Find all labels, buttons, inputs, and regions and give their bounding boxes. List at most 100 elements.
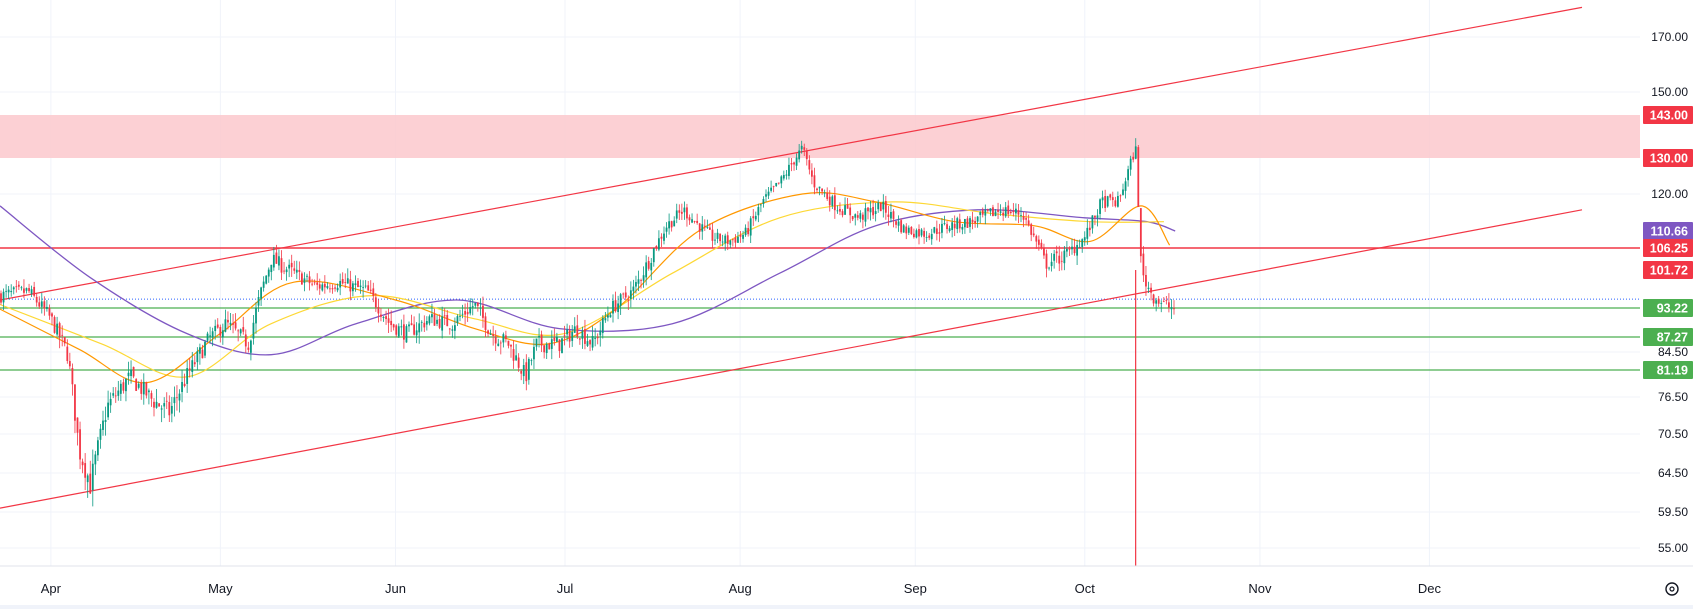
candle-body-up <box>754 215 757 220</box>
candle-body-down <box>76 417 79 433</box>
candle-body-down <box>1022 215 1025 220</box>
candle-body-down <box>627 299 630 301</box>
candle-body-down <box>935 228 938 234</box>
bottom-border <box>0 605 1693 609</box>
candle-body-down <box>1142 253 1145 276</box>
candle-body-down <box>680 211 683 214</box>
candle-body-up <box>782 175 785 179</box>
price-label-badge <box>1643 149 1693 167</box>
candle-body-up <box>1020 215 1022 216</box>
candle-body-down <box>862 214 864 220</box>
candle-body-up <box>943 223 946 225</box>
candle-body-down <box>145 382 148 396</box>
candle-body-down <box>193 362 196 365</box>
candle-body-down <box>476 302 479 306</box>
candle-body-down <box>923 231 925 237</box>
candle-body-down <box>1094 215 1096 218</box>
candle-body-up <box>262 281 265 288</box>
candle-body-up <box>757 207 760 216</box>
time-tick-label: Apr <box>41 581 62 596</box>
candle-body-up <box>535 338 538 347</box>
candle-body-down <box>1111 197 1114 201</box>
candle-body-down <box>879 202 882 212</box>
candle-body-down <box>140 382 143 394</box>
candle-body-up <box>864 208 867 222</box>
candle-body-down <box>887 214 890 218</box>
candle-body-down <box>803 147 806 150</box>
candle-body-up <box>571 331 574 341</box>
candle-body-down <box>1137 147 1140 207</box>
candle-body-down <box>219 326 222 336</box>
candle-body-up <box>303 278 306 283</box>
candle-body-up <box>186 368 189 384</box>
candle-body-up <box>99 428 102 440</box>
candle-body-down <box>910 226 913 235</box>
candle-body-down <box>1119 195 1122 197</box>
candle-body-up <box>663 233 665 241</box>
candle-body-down <box>558 339 561 352</box>
candle-body-up <box>581 331 584 339</box>
candle-body-up <box>163 403 166 407</box>
candle-body-down <box>584 329 586 344</box>
candle-body-down <box>165 400 168 402</box>
price-label-text: 87.27 <box>1657 331 1688 345</box>
candle-body-down <box>505 335 507 339</box>
candle-body-up <box>561 338 563 353</box>
candle-body-up <box>767 191 770 196</box>
time-tick-label: Dec <box>1418 581 1442 596</box>
candle-body-down <box>884 201 887 213</box>
chart-settings-button[interactable] <box>1665 582 1679 596</box>
candle-body-down <box>344 282 347 283</box>
candle-body-down <box>387 318 390 323</box>
candle-body-up <box>601 318 604 334</box>
candle-body-down <box>640 279 642 281</box>
candle-body-up <box>607 315 609 318</box>
candle-body-up <box>930 233 933 240</box>
candle-body-down <box>726 235 729 244</box>
candle-body-up <box>915 230 918 238</box>
candle-body-up <box>744 227 747 236</box>
candle-body-down <box>61 334 64 336</box>
candle-body-down <box>390 320 393 326</box>
candle-body-down <box>895 221 897 225</box>
candle-body-down <box>1060 260 1063 262</box>
candle-body-up <box>1081 239 1084 247</box>
candle-body-up <box>1053 253 1056 261</box>
gear-icon[interactable] <box>1665 582 1679 596</box>
candle-body-down <box>622 293 625 295</box>
candle-body-down <box>413 324 415 335</box>
price-label-badge <box>1643 106 1693 124</box>
candle-body-up <box>1015 208 1017 214</box>
candle-body-up <box>436 319 438 324</box>
candle-body-down <box>494 336 497 344</box>
candle-body-down <box>655 246 658 249</box>
candle-body-down <box>464 311 466 315</box>
candle-body-up <box>354 283 357 286</box>
time-tick-label: Aug <box>729 581 752 596</box>
candle-body-up <box>742 234 744 239</box>
candle-body-down <box>1017 210 1020 215</box>
price-label-text: 93.22 <box>1657 302 1688 316</box>
candle-body-up <box>989 208 992 212</box>
candle-body-up <box>619 294 622 306</box>
candle-body-up <box>925 237 928 238</box>
candle-body-up <box>724 235 727 244</box>
candle-body-up <box>10 290 13 293</box>
candle-body-down <box>568 330 571 342</box>
candle-body-down <box>89 473 92 494</box>
candle-body-down <box>403 324 405 340</box>
candle-body-down <box>1007 205 1010 215</box>
candle-body-down <box>1058 255 1061 264</box>
candle-body-up <box>214 325 217 332</box>
candle-body-down <box>1043 247 1045 256</box>
candle-body-down <box>905 226 908 234</box>
candle-body-down <box>719 233 721 242</box>
candle-body-down <box>487 330 489 334</box>
candle-body-up <box>890 211 892 219</box>
candle-body-up <box>441 316 444 331</box>
price-tick-label: 64.50 <box>1658 466 1688 480</box>
candle-body-down <box>813 175 816 188</box>
candle-body-down <box>466 311 469 315</box>
